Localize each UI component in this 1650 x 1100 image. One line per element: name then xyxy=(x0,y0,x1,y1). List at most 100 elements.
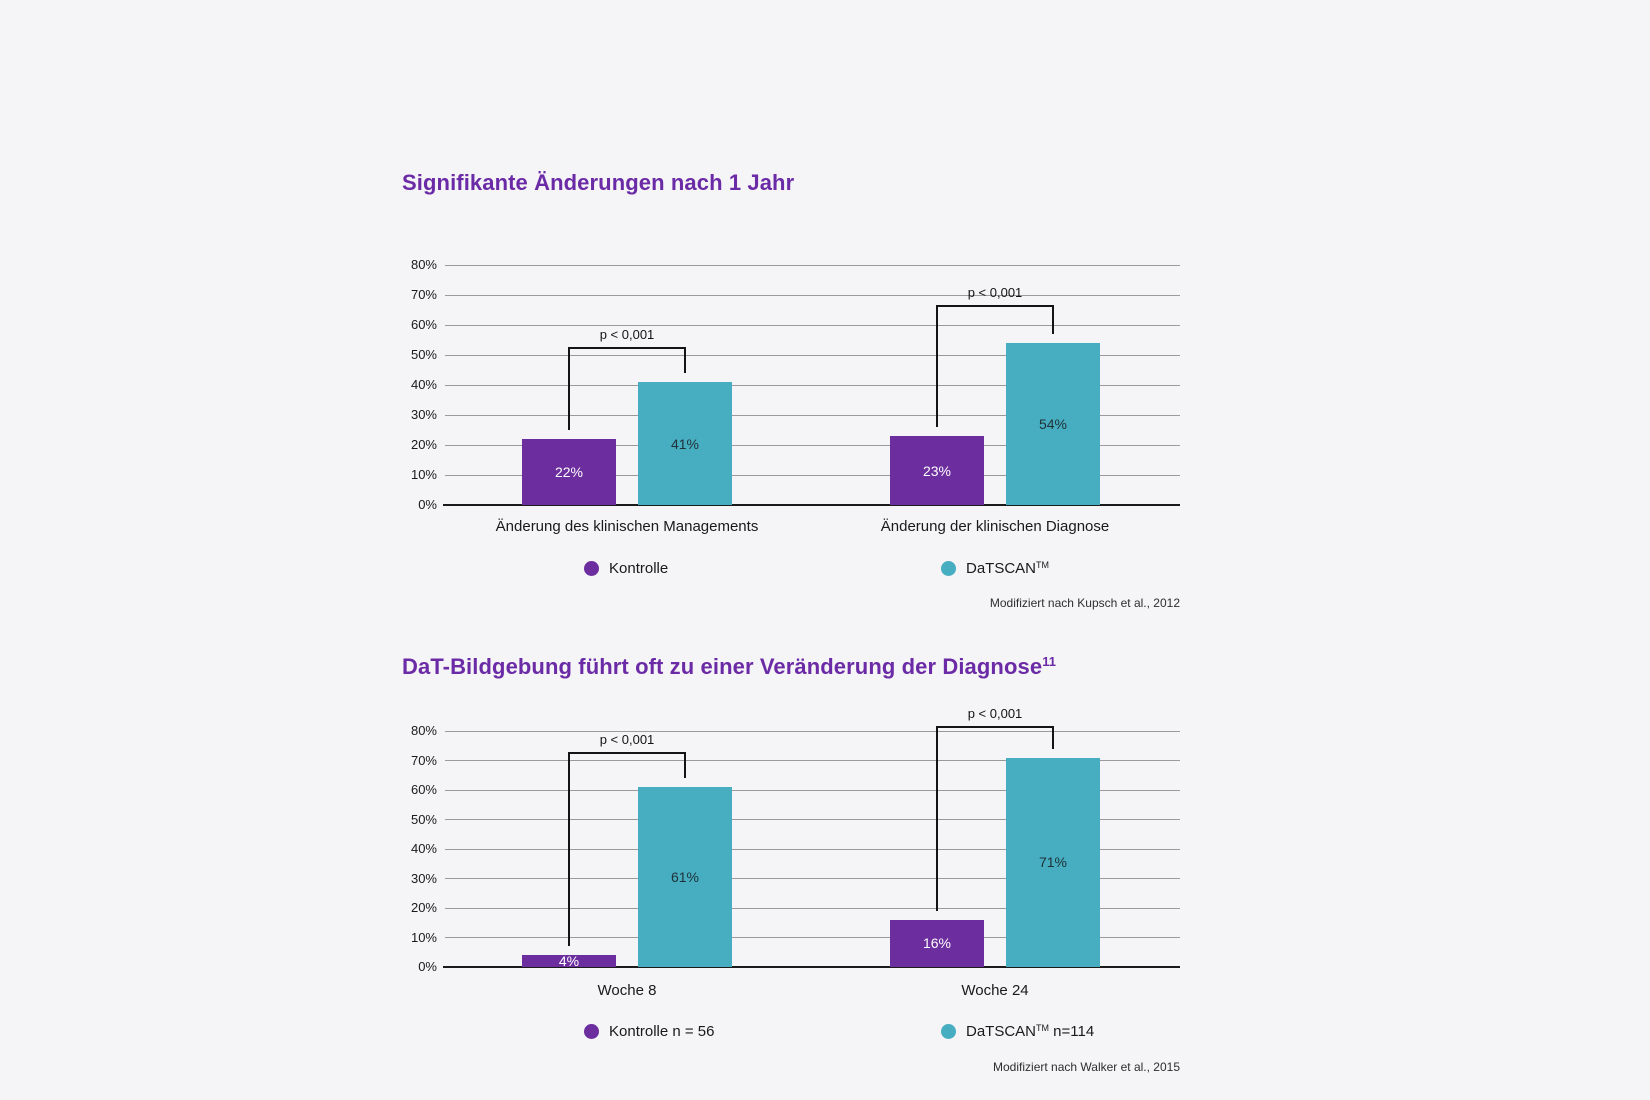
trademark-superscript: TM xyxy=(1036,559,1050,570)
gridline xyxy=(445,354,1180,356)
y-axis-tick-label: 50% xyxy=(410,811,437,827)
y-axis-tick-label: 30% xyxy=(410,407,437,422)
bar-value-label: 54% xyxy=(1038,416,1068,432)
y-axis-tick-label: 80% xyxy=(410,257,437,272)
legend-label: Kontrolle xyxy=(609,560,668,577)
bar-value-label: 16% xyxy=(922,935,952,952)
bar-kontrolle xyxy=(522,955,616,967)
gridline xyxy=(445,264,1180,266)
y-axis-tick-label: 20% xyxy=(410,437,437,452)
bar-datscan xyxy=(638,787,732,967)
legend-item-kontrolle: Kontrolle xyxy=(584,560,668,577)
bar-value-label: 22% xyxy=(554,464,584,480)
bar-value-label: 4% xyxy=(558,953,580,970)
gridline xyxy=(445,384,1180,386)
y-axis-tick-label: 80% xyxy=(410,723,437,738)
significance-bracket-line xyxy=(568,751,570,947)
bar-datscan xyxy=(638,382,732,505)
p-value-label: p < 0,001 xyxy=(599,326,655,342)
bar-value-label: 61% xyxy=(670,869,700,886)
p-value-label: p < 0,001 xyxy=(967,705,1023,721)
y-axis-tick-label: 0% xyxy=(418,497,437,512)
significance-bracket-line xyxy=(568,346,686,349)
significance-bracket-line xyxy=(936,304,938,427)
kontrolle-swatch-icon xyxy=(584,560,599,576)
gridline xyxy=(445,878,1180,879)
legend-item-datscan: DaTSCANTM xyxy=(941,560,1049,577)
gridline xyxy=(445,937,1180,938)
y-axis-tick-label: 70% xyxy=(410,752,437,768)
significance-bracket-line xyxy=(1052,725,1054,749)
significance-bracket-line xyxy=(936,725,938,911)
gridline xyxy=(445,819,1180,820)
x-axis-line xyxy=(443,966,1180,968)
bar-value-label: 71% xyxy=(1038,854,1068,871)
bar-kontrolle xyxy=(890,919,984,967)
gridline xyxy=(445,760,1180,761)
significance-bracket-line xyxy=(936,304,1054,307)
y-axis-tick-label: 50% xyxy=(410,347,437,362)
y-axis-tick-label: 70% xyxy=(410,287,437,302)
chart-title: DaT-Bildgebung führt oft zu einer Veränd… xyxy=(402,654,1056,680)
footnote-marker: 11 xyxy=(1042,654,1057,669)
p-value-label: p < 0,001 xyxy=(599,731,655,747)
category-label: Woche 8 xyxy=(597,982,657,999)
datscan-swatch-icon xyxy=(941,560,956,576)
kontrolle-swatch-icon xyxy=(584,1023,599,1039)
bar-datscan xyxy=(1006,343,1100,505)
significance-bracket-line xyxy=(568,346,570,430)
legend-text-main: DaTSCAN xyxy=(966,559,1037,577)
y-axis-tick-label: 10% xyxy=(410,467,437,482)
gridline xyxy=(445,789,1180,791)
p-value-label: p < 0,001 xyxy=(967,284,1023,300)
legend-text-main: DaTSCAN xyxy=(966,1022,1037,1040)
significance-bracket-line xyxy=(936,725,1054,728)
category-label: Änderung des klinischen Managements xyxy=(495,518,759,535)
legend-item-kontrolle: Kontrolle n = 56 xyxy=(584,1023,715,1040)
y-axis-tick-label: 0% xyxy=(418,959,437,974)
y-axis-tick-label: 40% xyxy=(410,377,437,392)
legend-text-main: Kontrolle n = 56 xyxy=(609,1022,715,1040)
bar-value-label: 41% xyxy=(670,435,700,452)
legend-label: Kontrolle n = 56 xyxy=(609,1023,715,1040)
gridline xyxy=(445,414,1180,416)
significance-bracket-line xyxy=(684,346,686,373)
category-label: Änderung der klinischen Diagnose xyxy=(880,518,1110,535)
source-note: Modifiziert nach Walker et al., 2015 xyxy=(993,1060,1180,1074)
y-axis-tick-label: 20% xyxy=(410,900,437,915)
bar-kontrolle xyxy=(890,436,984,505)
significance-bracket-line xyxy=(1052,304,1054,334)
gridline xyxy=(445,474,1180,476)
legend-text-main: Kontrolle xyxy=(609,559,669,577)
chart-title-text: Signifikante Änderungen nach 1 Jahr xyxy=(402,170,795,195)
bar-kontrolle xyxy=(522,439,616,505)
gridline xyxy=(445,730,1180,732)
bar-value-label: 23% xyxy=(922,462,952,479)
legend-item-datscan: DaTSCANTM n=114 xyxy=(941,1023,1094,1040)
category-label: Woche 24 xyxy=(961,982,1029,999)
y-axis-tick-label: 60% xyxy=(410,317,437,332)
y-axis-tick-label: 40% xyxy=(410,841,437,856)
chart-title-text: DaT-Bildgebung führt oft zu einer Veränd… xyxy=(402,654,1043,679)
datscan-swatch-icon xyxy=(941,1023,956,1039)
source-note: Modifiziert nach Kupsch et al., 2012 xyxy=(989,596,1180,610)
y-axis-tick-label: 60% xyxy=(410,782,437,797)
gridline xyxy=(445,294,1180,296)
significance-bracket-line xyxy=(568,751,686,754)
chart-title: Signifikante Änderungen nach 1 Jahr xyxy=(402,170,794,196)
bar-datscan xyxy=(1006,757,1100,967)
x-axis-line xyxy=(443,504,1180,506)
legend-label: DaTSCANTM xyxy=(966,560,1049,577)
legend-label: DaTSCANTM n=114 xyxy=(966,1023,1094,1040)
gridline xyxy=(445,324,1180,326)
gridline xyxy=(445,848,1180,850)
significance-bracket-line xyxy=(684,751,686,779)
gridline xyxy=(445,444,1180,446)
y-axis-tick-label: 30% xyxy=(410,870,437,886)
legend-text-suffix: n=114 xyxy=(1049,1022,1095,1040)
y-axis-tick-label: 10% xyxy=(410,929,437,945)
trademark-superscript: TM xyxy=(1036,1022,1050,1033)
